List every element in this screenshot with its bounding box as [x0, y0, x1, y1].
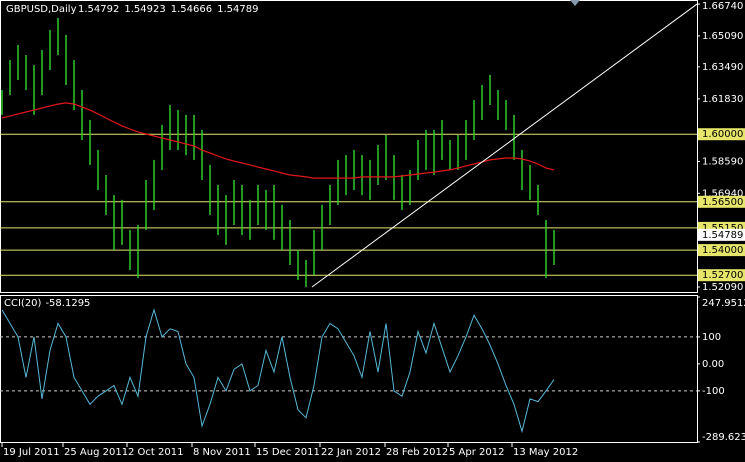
hline-label: 1.52700	[702, 270, 743, 281]
x-tick-label: 22 Jan 2012	[321, 447, 381, 458]
shift-marker	[570, 0, 580, 6]
y-tick-label: -100	[702, 386, 725, 397]
y-tick-label: 1.56940	[702, 188, 743, 199]
trendline	[311, 3, 698, 288]
cci-current: -58.1295	[45, 298, 90, 309]
last-price-label: 1.54789	[702, 230, 743, 241]
price-label-box	[698, 244, 745, 257]
y-tick-label: 1.58590	[702, 156, 743, 167]
price-label-box	[698, 269, 745, 282]
x-tick-label: 15 Dec 2011	[256, 447, 320, 458]
quote-value: 1.54666	[171, 4, 212, 15]
price-label-box	[698, 128, 745, 141]
chart-title: GBPUSD,Daily	[6, 4, 77, 15]
hline-label: 1.60000	[702, 129, 743, 140]
x-tick-label: 5 Apr 2012	[449, 447, 504, 458]
y-tick-label: 1.65090	[702, 31, 743, 42]
y-tick-label: -289.623	[702, 432, 745, 443]
price-label-box	[698, 228, 745, 241]
y-tick-label: 0.00	[702, 359, 724, 370]
y-tick-label: 1.52090	[702, 282, 743, 293]
price-label-box	[698, 195, 745, 208]
price-panel	[0, 0, 698, 293]
x-tick-label: 28 Feb 2012	[386, 447, 448, 458]
y-tick-label: 1.61830	[702, 94, 743, 105]
y-tick-label: 1.66740	[702, 1, 743, 12]
y-tick-label: 247.9512	[702, 298, 745, 309]
hline-label: 1.55150	[702, 223, 743, 234]
y-tick-label: 100	[702, 332, 721, 343]
hline-label: 1.56500	[702, 197, 743, 208]
cci-line	[1, 308, 555, 434]
x-tick-label: 2 Oct 2011	[128, 447, 183, 458]
quote-value: 1.54792	[78, 4, 119, 15]
x-tick-label: 8 Nov 2011	[193, 447, 251, 458]
cci-name: CCI(20)	[4, 298, 42, 309]
quote-value: 1.54923	[124, 4, 165, 15]
hline-label: 1.54000	[702, 245, 743, 256]
cci-panel	[0, 295, 698, 443]
moving-average	[1, 102, 555, 179]
y-tick-label: 1.63490	[702, 62, 743, 73]
quote-value: 1.54789	[217, 4, 258, 15]
x-tick-label: 25 Aug 2011	[64, 447, 128, 458]
x-tick-label: 19 Jul 2011	[3, 447, 60, 458]
x-tick-label: 13 May 2012	[513, 447, 578, 458]
